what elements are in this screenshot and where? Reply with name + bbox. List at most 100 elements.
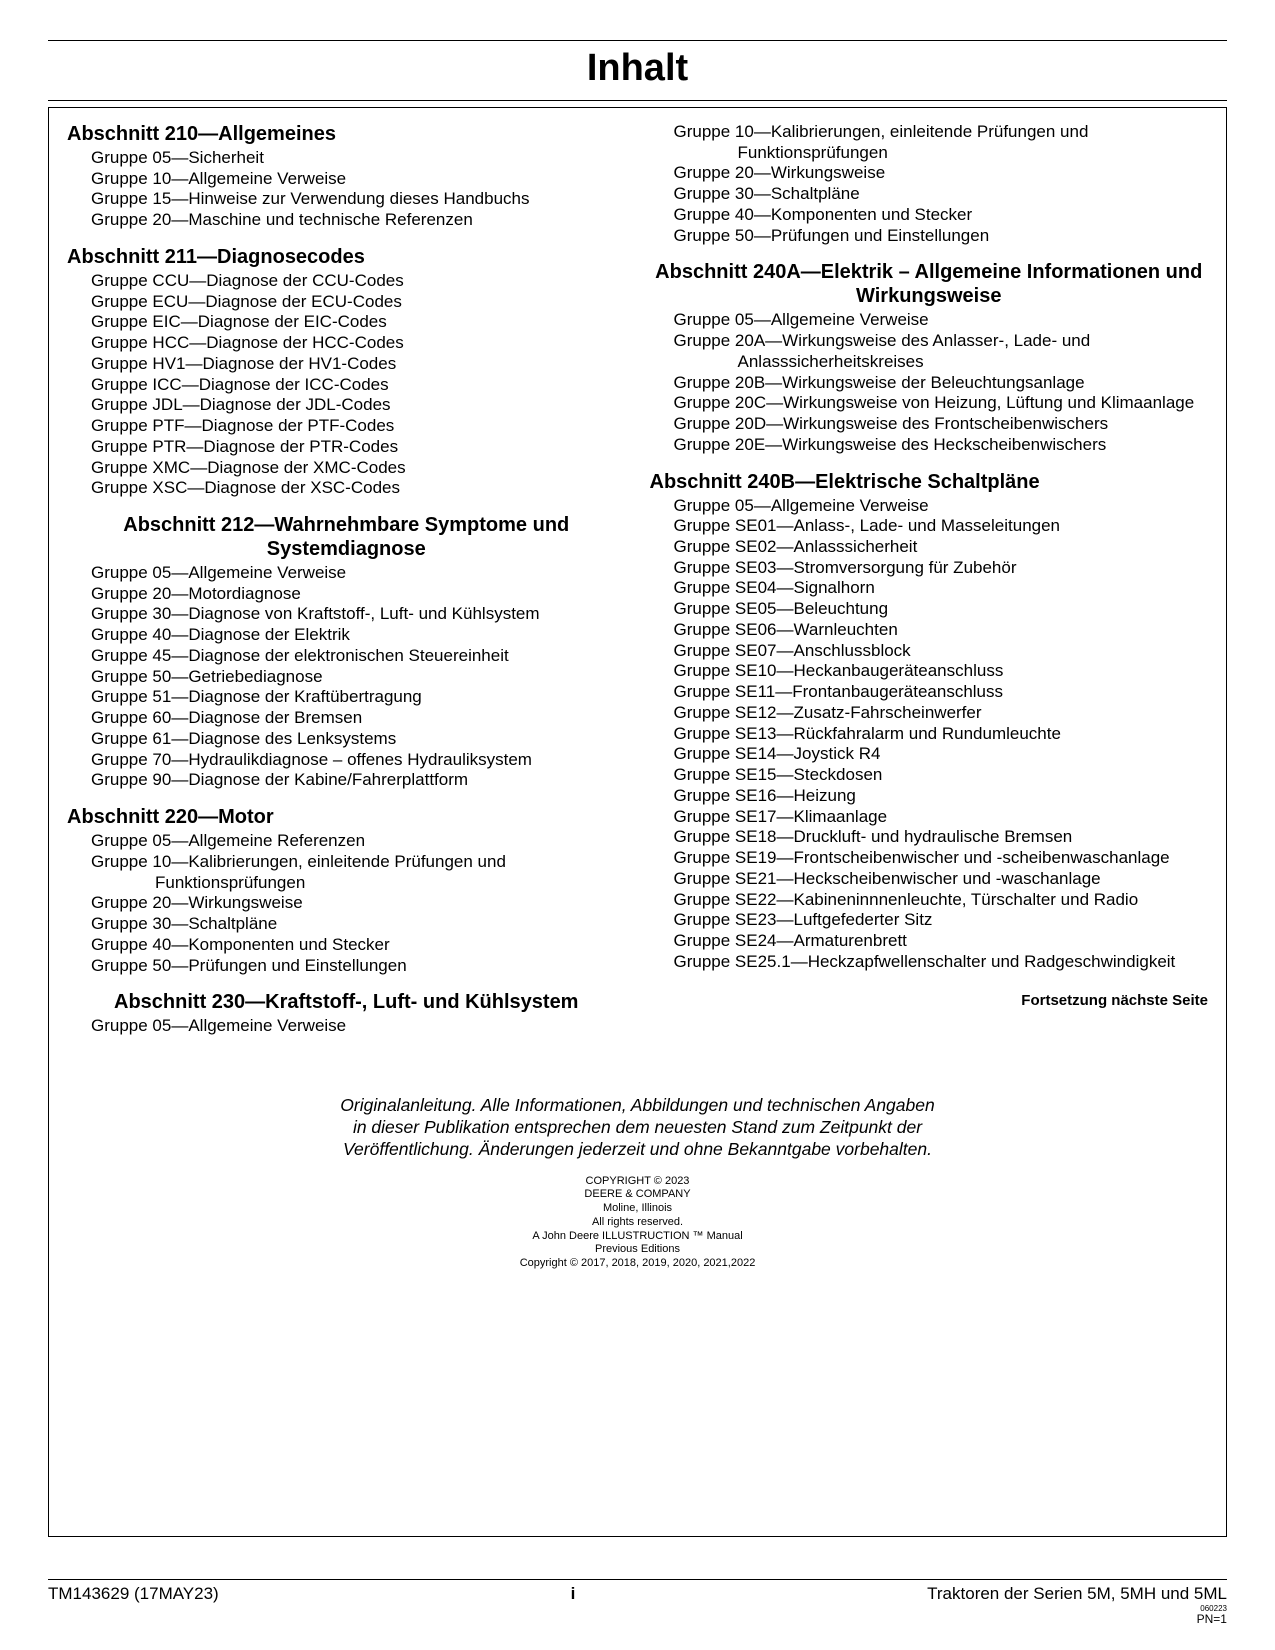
- toc-entry: Gruppe 40—Diagnose der Elektrik: [67, 625, 626, 646]
- toc-entry: Gruppe 50—Prüfungen und Einstellungen: [67, 956, 626, 977]
- toc-entry: Gruppe 05—Allgemeine Verweise: [650, 310, 1209, 331]
- toc-entry: Gruppe 51—Diagnose der Kraftübertragung: [67, 687, 626, 708]
- footer-right: Traktoren der Serien 5M, 5MH und 5ML 060…: [927, 1584, 1227, 1626]
- toc-entry: Gruppe 30—Diagnose von Kraftstoff-, Luft…: [67, 604, 626, 625]
- footer-tiny-code: 060223: [927, 1604, 1227, 1613]
- toc-entry: Gruppe 05—Allgemeine Referenzen: [67, 831, 626, 852]
- toc-entry: Gruppe EIC—Diagnose der EIC-Codes: [67, 312, 626, 333]
- toc-entry: Gruppe SE16—Heizung: [650, 786, 1209, 807]
- toc-entry: Gruppe 40—Komponenten und Stecker: [650, 205, 1209, 226]
- group-list: Gruppe 05—SicherheitGruppe 10—Allgemeine…: [67, 148, 626, 231]
- toc-entry: Gruppe SE11—Frontanbaugeräteanschluss: [650, 682, 1209, 703]
- footer-pn: PN=1: [927, 1613, 1227, 1626]
- group-list: Gruppe 05—Allgemeine Verweise: [67, 1016, 626, 1037]
- toc-entry: Gruppe SE10—Heckanbaugeräteanschluss: [650, 661, 1209, 682]
- toc-entry: Gruppe 30—Schaltpläne: [67, 914, 626, 935]
- toc-entry: Gruppe HV1—Diagnose der HV1-Codes: [67, 354, 626, 375]
- toc-entry: Gruppe 05—Allgemeine Verweise: [67, 563, 626, 584]
- toc-entry: Gruppe 60—Diagnose der Bremsen: [67, 708, 626, 729]
- section-title: Abschnitt 240B—Elektrische Schaltpläne: [650, 470, 1209, 494]
- toc-entry: Gruppe 20—Wirkungsweise: [67, 893, 626, 914]
- section-title: Abschnitt 230—Kraftstoff-, Luft- und Küh…: [67, 990, 626, 1014]
- toc-entry: Gruppe SE25.1—Heckzapfwellenschalter und…: [650, 952, 1209, 973]
- toc-entry: Gruppe 20A—Wirkungsweise des Anlasser-, …: [650, 331, 1209, 372]
- title-bar: Inhalt: [48, 40, 1227, 101]
- toc-entry: Gruppe 61—Diagnose des Lenksystems: [67, 729, 626, 750]
- toc-entry: Gruppe 90—Diagnose der Kabine/Fahrerplat…: [67, 770, 626, 791]
- toc-entry: Gruppe 20E—Wirkungsweise des Heckscheibe…: [650, 435, 1209, 456]
- toc-entry: Gruppe SE13—Rückfahralarm und Rundumleuc…: [650, 724, 1209, 745]
- section-title: Abschnitt 220—Motor: [67, 805, 626, 829]
- toc-entry: Gruppe SE01—Anlass-, Lade- und Masseleit…: [650, 516, 1209, 537]
- toc-entry: Gruppe 15—Hinweise zur Verwendung dieses…: [67, 189, 626, 210]
- toc-entry: Gruppe 50—Getriebediagnose: [67, 667, 626, 688]
- toc-entry: Gruppe SE03—Stromversorgung für Zubehör: [650, 558, 1209, 579]
- disclaimer-text: Originalanleitung. Alle Informationen, A…: [67, 1095, 1208, 1161]
- toc-section: Abschnitt 211—DiagnosecodesGruppe CCU—Di…: [67, 245, 626, 499]
- toc-entry: Gruppe SE23—Luftgefederter Sitz: [650, 910, 1209, 931]
- toc-entry: Gruppe PTR—Diagnose der PTR-Codes: [67, 437, 626, 458]
- toc-entry: Gruppe 20—Motordiagnose: [67, 584, 626, 605]
- toc-section: Abschnitt 210—AllgemeinesGruppe 05—Siche…: [67, 122, 626, 231]
- section-title: Abschnitt 212—Wahrnehmbare Symptome und …: [67, 513, 626, 561]
- toc-entry: Gruppe 20C—Wirkungsweise von Heizung, Lü…: [650, 393, 1209, 414]
- toc-entry: Gruppe 70—Hydraulikdiagnose – offenes Hy…: [67, 750, 626, 771]
- toc-section: Abschnitt 230—Kraftstoff-, Luft- und Küh…: [67, 990, 626, 1037]
- toc-entry: Gruppe 10—Kalibrierungen, einleitende Pr…: [67, 852, 626, 893]
- toc-entry: Gruppe JDL—Diagnose der JDL-Codes: [67, 395, 626, 416]
- toc-section: Abschnitt 240B—Elektrische SchaltpläneGr…: [650, 470, 1209, 973]
- toc-entry: Gruppe 20—Maschine und technische Refere…: [67, 210, 626, 231]
- toc-entry: Gruppe SE07—Anschlussblock: [650, 641, 1209, 662]
- toc-entry: Gruppe SE21—Heckscheibenwischer und -was…: [650, 869, 1209, 890]
- toc-entry: Gruppe 20B—Wirkungsweise der Beleuchtung…: [650, 373, 1209, 394]
- toc-entry: Gruppe 20—Wirkungsweise: [650, 163, 1209, 184]
- toc-entry: Gruppe XSC—Diagnose der XSC-Codes: [67, 478, 626, 499]
- continuation-note: Fortsetzung nächste Seite: [650, 992, 1209, 1009]
- toc-entry: Gruppe SE22—Kabineninnnenleuchte, Türsch…: [650, 890, 1209, 911]
- toc-entry: Gruppe SE19—Frontscheibenwischer und -sc…: [650, 848, 1209, 869]
- toc-entry: Gruppe SE14—Joystick R4: [650, 744, 1209, 765]
- toc-entry: Gruppe SE24—Armaturenbrett: [650, 931, 1209, 952]
- toc-entry: Gruppe SE17—Klimaanlage: [650, 807, 1209, 828]
- section-title: Abschnitt 240A—Elektrik – Allgemeine Inf…: [650, 260, 1209, 308]
- toc-entry: Gruppe HCC—Diagnose der HCC-Codes: [67, 333, 626, 354]
- group-list: Gruppe 05—Allgemeine ReferenzenGruppe 10…: [67, 831, 626, 976]
- group-list: Gruppe 05—Allgemeine VerweiseGruppe SE01…: [650, 496, 1209, 973]
- footer-doc-title: Traktoren der Serien 5M, 5MH und 5ML: [927, 1584, 1227, 1604]
- toc-entry: Gruppe ECU—Diagnose der ECU-Codes: [67, 292, 626, 313]
- toc-section: Abschnitt 240A—Elektrik – Allgemeine Inf…: [650, 260, 1209, 455]
- page-title: Inhalt: [48, 47, 1227, 90]
- section-title: Abschnitt 210—Allgemeines: [67, 122, 626, 146]
- toc-entry: Gruppe SE06—Warnleuchten: [650, 620, 1209, 641]
- toc-entry: Gruppe SE02—Anlasssicherheit: [650, 537, 1209, 558]
- footer-page-number: i: [571, 1584, 576, 1604]
- toc-entry: Gruppe SE04—Signalhorn: [650, 578, 1209, 599]
- toc-entry: Gruppe 05—Allgemeine Verweise: [650, 496, 1209, 517]
- toc-entry: Gruppe 40—Komponenten und Stecker: [67, 935, 626, 956]
- toc-entry: Gruppe SE05—Beleuchtung: [650, 599, 1209, 620]
- content-frame: Abschnitt 210—AllgemeinesGruppe 05—Siche…: [48, 107, 1227, 1537]
- left-column: Abschnitt 210—AllgemeinesGruppe 05—Siche…: [67, 122, 626, 1051]
- toc-section-continuation: Gruppe 10—Kalibrierungen, einleitende Pr…: [650, 122, 1209, 246]
- toc-entry: Gruppe XMC—Diagnose der XMC-Codes: [67, 458, 626, 479]
- toc-entry: Gruppe 05—Sicherheit: [67, 148, 626, 169]
- toc-entry: Gruppe 20D—Wirkungsweise des Frontscheib…: [650, 414, 1209, 435]
- toc-entry: Gruppe 50—Prüfungen und Einstellungen: [650, 226, 1209, 247]
- section-title: Abschnitt 211—Diagnosecodes: [67, 245, 626, 269]
- toc-section: Abschnitt 220—MotorGruppe 05—Allgemeine …: [67, 805, 626, 976]
- copyright-text: COPYRIGHT © 2023DEERE & COMPANYMoline, I…: [67, 1175, 1208, 1271]
- page-footer: TM143629 (17MAY23) i Traktoren der Serie…: [48, 1579, 1227, 1626]
- toc-entry: Gruppe SE18—Druckluft- und hydraulische …: [650, 827, 1209, 848]
- footer-left: TM143629 (17MAY23): [48, 1584, 219, 1604]
- toc-entry: Gruppe 30—Schaltpläne: [650, 184, 1209, 205]
- toc-section: Abschnitt 212—Wahrnehmbare Symptome und …: [67, 513, 626, 791]
- toc-entry: Gruppe 10—Kalibrierungen, einleitende Pr…: [650, 122, 1209, 163]
- group-list: Gruppe 05—Allgemeine VerweiseGruppe 20—M…: [67, 563, 626, 791]
- group-list: Gruppe CCU—Diagnose der CCU-CodesGruppe …: [67, 271, 626, 499]
- toc-entry: Gruppe ICC—Diagnose der ICC-Codes: [67, 375, 626, 396]
- toc-entry: Gruppe PTF—Diagnose der PTF-Codes: [67, 416, 626, 437]
- toc-columns: Abschnitt 210—AllgemeinesGruppe 05—Siche…: [67, 122, 1208, 1051]
- toc-entry: Gruppe SE12—Zusatz-Fahrscheinwerfer: [650, 703, 1209, 724]
- toc-entry: Gruppe 45—Diagnose der elektronischen St…: [67, 646, 626, 667]
- right-column: Gruppe 10—Kalibrierungen, einleitende Pr…: [650, 122, 1209, 1051]
